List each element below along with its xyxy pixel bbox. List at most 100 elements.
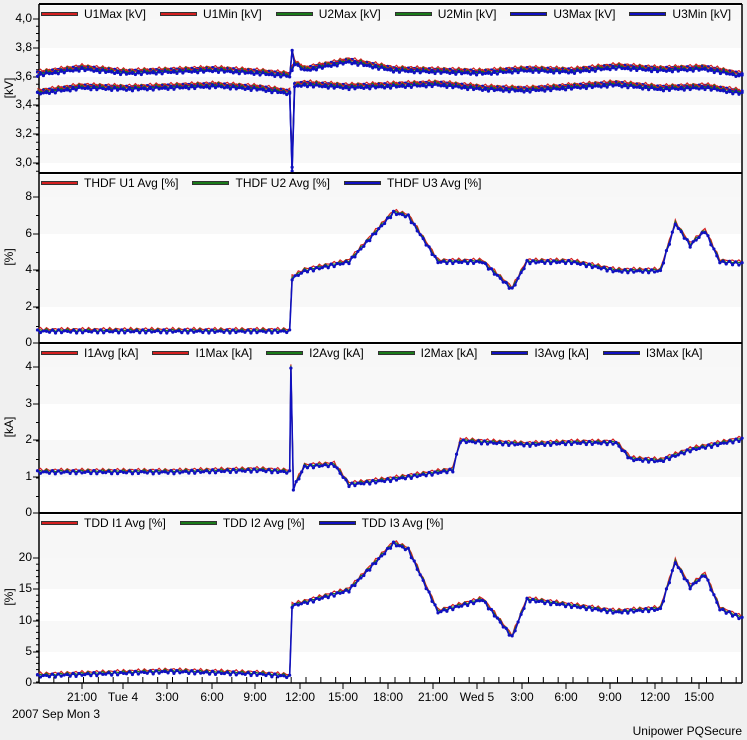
legend-label: U2Min [kV] bbox=[437, 7, 497, 21]
y-tick-label: 20 bbox=[18, 550, 32, 564]
series-line bbox=[37, 49, 743, 77]
x-tick-label: 9:00 bbox=[243, 690, 267, 704]
legend-label: THDF U3 Avg [%] bbox=[386, 176, 482, 190]
legend-item[interactable]: I1Max [kA] bbox=[152, 346, 252, 360]
legend-item[interactable]: I2Max [kA] bbox=[377, 346, 478, 360]
x-tick-label: Wed 5 bbox=[459, 690, 495, 704]
legend-label: U3Max [kV] bbox=[553, 7, 616, 21]
legend-item[interactable]: U2Min [kV] bbox=[394, 7, 497, 21]
x-tick-label: 15:00 bbox=[327, 690, 359, 704]
y-tick-label: 2 bbox=[25, 299, 32, 313]
legend-label: I1Avg [kA] bbox=[84, 346, 139, 360]
panel-1 bbox=[33, 3, 744, 173]
legend-swatch-icon bbox=[394, 12, 432, 16]
legend-item[interactable]: U2Max [kV] bbox=[275, 7, 381, 21]
y-tick-label: 0 bbox=[25, 335, 32, 349]
y-tick-label: 3,0 bbox=[15, 155, 32, 169]
legend-panel-4: TDD I1 Avg [%] TDD I2 Avg [%] TDD I3 Avg [… bbox=[41, 515, 457, 531]
x-tick-label: 3:00 bbox=[510, 690, 534, 704]
y-tick-label: 3,8 bbox=[15, 40, 32, 54]
legend-swatch-icon bbox=[602, 351, 640, 355]
x-tick-label: 21:00 bbox=[66, 690, 98, 704]
legend-item[interactable]: THDF U3 Avg [%] bbox=[343, 176, 482, 190]
legend-swatch-icon bbox=[152, 351, 190, 355]
legend-panel-2: THDF U1 Avg [%] THDF U2 Avg [%] THDF U3 Av… bbox=[41, 175, 495, 191]
legend-swatch-icon bbox=[160, 12, 198, 16]
x-tick-label: 21:00 bbox=[417, 690, 449, 704]
y-tick-label: 6 bbox=[25, 226, 32, 240]
legend-label: I2Avg [kA] bbox=[309, 346, 364, 360]
legend-label: I2Max [kA] bbox=[420, 346, 478, 360]
y-tick-label: 3,6 bbox=[15, 69, 32, 83]
panel-3 bbox=[33, 342, 744, 514]
legend-swatch-icon bbox=[41, 351, 78, 355]
legend-item[interactable]: TDD I2 Avg [%] bbox=[179, 516, 305, 530]
legend-item[interactable]: I2Avg [kA] bbox=[266, 346, 364, 360]
legend-label: I1Max [kA] bbox=[195, 346, 253, 360]
y-axis-unit: [kA] bbox=[2, 416, 16, 438]
legend-label: TDD I1 Avg [%] bbox=[84, 516, 166, 530]
y-tick-label: 4 bbox=[25, 262, 32, 276]
legend-item[interactable]: U1Max [kV] bbox=[41, 7, 146, 21]
legend-swatch-icon bbox=[318, 521, 356, 525]
x-tick-label: 15:00 bbox=[683, 690, 715, 704]
legend-item[interactable]: U3Max [kV] bbox=[510, 7, 615, 21]
legend-item[interactable]: TDD I1 Avg [%] bbox=[41, 516, 166, 530]
y-axis-unit: [kV] bbox=[2, 77, 16, 98]
legend-item[interactable]: TDD I3 Avg [%] bbox=[318, 516, 444, 530]
y-axis-unit: [%] bbox=[2, 588, 16, 606]
x-axis bbox=[38, 677, 742, 689]
start-date-label: 2007 Sep Mon 3 bbox=[12, 707, 101, 721]
legend-label: U3Min [kV] bbox=[672, 7, 732, 21]
y-tick-label: 5 bbox=[25, 644, 32, 658]
y-tick-label: 3 bbox=[25, 396, 32, 410]
x-tick-label: 6:00 bbox=[554, 690, 578, 704]
series-line bbox=[37, 80, 743, 167]
panel-2 bbox=[33, 172, 744, 344]
legend-item[interactable]: I3Avg [kA] bbox=[491, 346, 589, 360]
legend-item[interactable]: THDF U2 Avg [%] bbox=[192, 176, 330, 190]
legend-swatch-icon bbox=[510, 12, 548, 16]
legend-swatch-icon bbox=[192, 181, 230, 185]
legend-label: THDF U1 Avg [%] bbox=[84, 176, 179, 190]
y-tick-label: 3,4 bbox=[15, 97, 32, 111]
legend-swatch-icon bbox=[41, 181, 78, 185]
x-tick-label: 3:00 bbox=[155, 690, 179, 704]
legend-item[interactable]: U1Min [kV] bbox=[160, 7, 262, 21]
y-tick-label: 15 bbox=[18, 581, 32, 595]
x-tick-label: Tue 4 bbox=[107, 690, 139, 704]
y-axis-unit: [%] bbox=[2, 248, 16, 266]
legend-swatch-icon bbox=[377, 351, 415, 355]
y-tick-label: 8 bbox=[25, 189, 32, 203]
legend-label: U1Min [kV] bbox=[203, 7, 262, 21]
y-tick-label: 0 bbox=[25, 675, 32, 689]
legend-swatch-icon bbox=[41, 521, 78, 525]
legend-label: TDD I3 Avg [%] bbox=[361, 516, 444, 530]
x-tick-label: 6:00 bbox=[200, 690, 224, 704]
legend-item[interactable]: I3Max [kA] bbox=[602, 346, 703, 360]
legend-item[interactable]: U3Min [kV] bbox=[629, 7, 731, 21]
legend-label: TDD I2 Avg [%] bbox=[222, 516, 305, 530]
y-tick-label: 10 bbox=[18, 613, 32, 627]
legend-panel-1: U1Max [kV] U1Min [kV] U2Max [kV] U2Min [kV]… bbox=[41, 6, 745, 22]
legend-label: I3Avg [kA] bbox=[534, 346, 589, 360]
legend-swatch-icon bbox=[491, 351, 529, 355]
x-tick-label: 12:00 bbox=[639, 690, 671, 704]
series-line bbox=[37, 82, 743, 172]
legend-item[interactable]: THDF U1 Avg [%] bbox=[41, 176, 178, 190]
legend-swatch-icon bbox=[343, 181, 381, 185]
legend-swatch-icon bbox=[275, 12, 313, 16]
y-tick-label: 4,0 bbox=[15, 11, 32, 25]
y-tick-label: 1 bbox=[25, 469, 32, 483]
legend-item[interactable]: I1Avg [kA] bbox=[41, 346, 138, 360]
legend-label: U1Max [kV] bbox=[84, 7, 147, 21]
legend-swatch-icon bbox=[629, 12, 667, 16]
legend-label: THDF U2 Avg [%] bbox=[235, 176, 330, 190]
legend-swatch-icon bbox=[179, 521, 217, 525]
series-line bbox=[37, 79, 743, 167]
legend-swatch-icon bbox=[266, 351, 304, 355]
x-tick-label: 12:00 bbox=[284, 690, 316, 704]
x-tick-label: 9:00 bbox=[598, 690, 622, 704]
